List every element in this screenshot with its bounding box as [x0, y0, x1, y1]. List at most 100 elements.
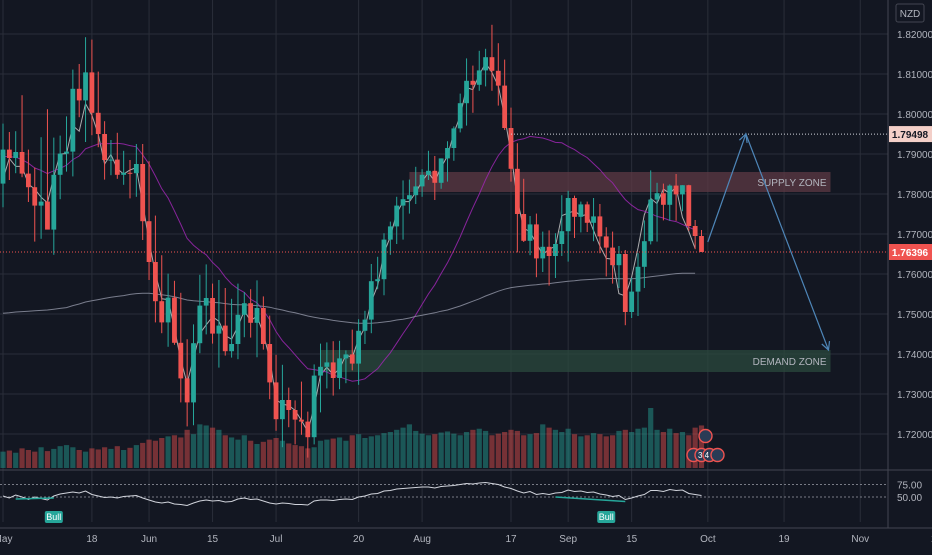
- candle-body: [95, 112, 101, 134]
- candle-body: [508, 128, 514, 169]
- candle-body: [203, 298, 209, 306]
- rsi-tick-label: 50.00: [897, 493, 922, 504]
- candle-body: [629, 291, 635, 312]
- volume-bar: [133, 445, 139, 468]
- volume-bar: [292, 445, 298, 468]
- candle-body: [324, 362, 330, 367]
- time-tick-label: Sep: [559, 534, 577, 545]
- candle-body: [578, 204, 584, 217]
- candle-body: [140, 164, 146, 222]
- candle-body: [495, 70, 501, 86]
- volume-bar: [0, 451, 6, 468]
- volume-bar: [483, 430, 489, 468]
- candle-body: [686, 185, 692, 226]
- volume-bar: [330, 438, 336, 468]
- candle-body: [184, 378, 190, 403]
- price-tick-label: 1.80000: [897, 110, 932, 121]
- candle-body: [591, 216, 596, 223]
- volume-bar: [648, 408, 654, 468]
- volume-bar: [159, 438, 165, 468]
- volume-bar: [502, 432, 508, 468]
- candle-body: [254, 308, 260, 323]
- candle-body: [26, 173, 31, 188]
- candle-body: [305, 421, 311, 438]
- volume-bar: [368, 436, 374, 468]
- candle-body: [375, 279, 381, 282]
- volume-bar: [679, 432, 686, 468]
- last-price-label: 1.76396: [892, 248, 929, 259]
- volume-bar: [463, 432, 470, 468]
- price-tick-label: 1.76000: [897, 270, 932, 281]
- price-axis[interactable]: 1.82000 1.81000 1.80000 1.79000 1.78000 1.770…: [889, 30, 932, 504]
- volume-bar: [343, 440, 349, 468]
- candle-body: [165, 297, 171, 323]
- candle-body: [407, 195, 412, 200]
- volume-bar: [82, 451, 89, 468]
- price-tick-label: 1.75000: [897, 310, 932, 321]
- candlesticks: [0, 24, 888, 458]
- volume-bars: [0, 408, 705, 468]
- volume-bar: [260, 441, 266, 468]
- time-axis[interactable]: May 18 Jun 15 Jul 20 Aug 17 Sep 15 Oct 19 Nov 16: [0, 527, 932, 545]
- candle-body: [13, 152, 19, 158]
- volume-bar: [641, 427, 647, 468]
- volume-bar: [165, 436, 171, 468]
- candle-body: [102, 134, 107, 160]
- candle-body: [19, 152, 25, 174]
- volume-bar: [63, 445, 70, 468]
- candle-body: [260, 308, 266, 344]
- last-price-badge[interactable]: [889, 244, 932, 260]
- price-tick-label: 1.73000: [897, 390, 932, 401]
- candle-body: [89, 72, 95, 113]
- rsi-pane: Bull Bull: [0, 481, 888, 523]
- volume-bar: [673, 433, 679, 468]
- candle-body: [527, 224, 533, 241]
- volume-bar: [356, 434, 362, 468]
- candle-body: [248, 303, 254, 323]
- event-badge-label: 3 4: [698, 451, 710, 460]
- volume-bar: [13, 452, 19, 468]
- time-tick-label: 15: [626, 534, 638, 545]
- volume-bar: [25, 450, 31, 468]
- volume-bar: [336, 437, 343, 468]
- marker-price-badge[interactable]: [889, 126, 932, 143]
- candle-body: [76, 88, 82, 101]
- volume-bar: [235, 439, 241, 468]
- candle-body: [654, 193, 660, 200]
- candle-body: [51, 174, 57, 230]
- volume-bar: [51, 448, 57, 468]
- volume-bar: [127, 447, 133, 468]
- candle-body: [419, 174, 425, 187]
- price-tick-label: 1.78000: [897, 190, 932, 201]
- price-tick-label: 1.74000: [897, 350, 932, 361]
- price-tick-label: 1.82000: [897, 30, 932, 41]
- volume-bar: [114, 446, 120, 468]
- volume-bar: [146, 439, 152, 468]
- divergence-line: [15, 497, 54, 500]
- volume-bar: [70, 447, 76, 468]
- candle-body: [699, 236, 704, 252]
- volume-bar: [387, 432, 393, 468]
- volume-bar: [571, 434, 578, 468]
- volume-bar: [451, 433, 457, 468]
- volume-bar: [89, 448, 95, 468]
- volume-bar: [394, 429, 400, 468]
- volume-bar: [590, 433, 597, 468]
- volume-bar: [76, 450, 82, 468]
- volume-bar: [419, 433, 425, 468]
- candle-body: [311, 375, 317, 438]
- time-tick-label: 18: [86, 534, 98, 545]
- volume-bar: [375, 435, 381, 468]
- volume-bar: [425, 435, 432, 468]
- currency-badge[interactable]: [895, 3, 925, 23]
- candle-body: [438, 158, 444, 183]
- volume-bar: [190, 434, 197, 468]
- volume-bar: [197, 424, 203, 468]
- candle-body: [286, 400, 292, 410]
- candle-body: [191, 343, 196, 403]
- volume-bar: [616, 430, 622, 468]
- volume-bar: [432, 434, 438, 468]
- candle-body: [521, 214, 527, 241]
